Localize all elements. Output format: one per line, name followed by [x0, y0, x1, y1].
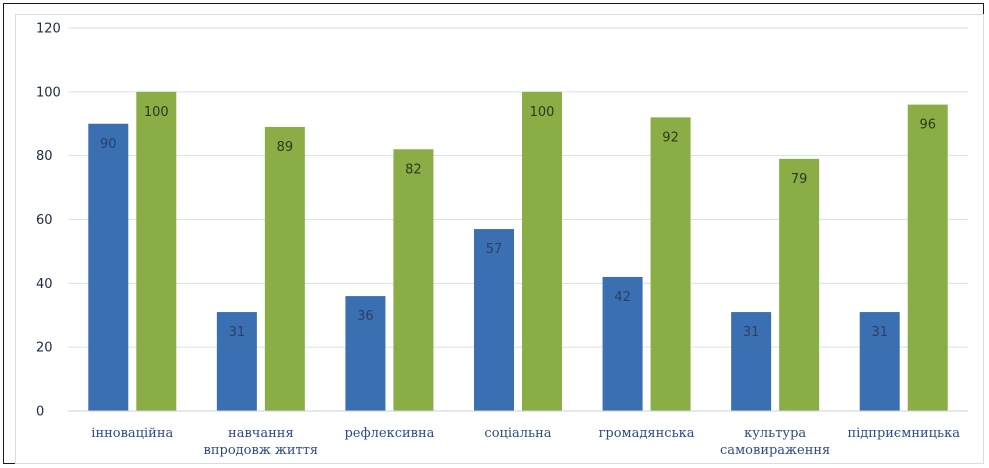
x-tick-label: громадянська — [599, 426, 695, 441]
x-tick-label: самовираження — [720, 443, 830, 458]
data-label: 31 — [743, 325, 760, 340]
bar — [779, 158, 820, 411]
y-tick-label: 0 — [36, 405, 44, 420]
data-label: 89 — [277, 140, 294, 155]
x-tick-label: рефлексивна — [344, 426, 434, 441]
bar — [731, 312, 772, 411]
y-tick-label: 80 — [36, 149, 53, 164]
data-label: 82 — [405, 162, 422, 177]
data-label: 36 — [357, 309, 374, 324]
bar — [650, 117, 691, 411]
bar — [264, 126, 305, 412]
y-tick-label: 20 — [36, 341, 53, 356]
bar — [88, 123, 129, 411]
bar — [474, 229, 514, 411]
bar — [859, 312, 900, 411]
data-label: 92 — [662, 130, 679, 145]
bar — [522, 91, 562, 411]
x-tick-label: соціальна — [484, 426, 551, 441]
data-label: 96 — [919, 118, 936, 133]
data-label: 31 — [871, 325, 888, 340]
y-tick-label: 40 — [36, 277, 53, 292]
y-tick-label: 120 — [36, 22, 61, 37]
bar — [602, 276, 643, 411]
data-label: 100 — [144, 105, 169, 120]
bar — [345, 296, 386, 411]
data-label: 90 — [100, 137, 117, 152]
bar — [216, 312, 257, 411]
x-tick-label: навчання — [228, 426, 294, 441]
x-tick-label: інноваційна — [91, 426, 173, 441]
bar — [907, 104, 948, 411]
y-tick-label: 100 — [36, 85, 61, 100]
data-label: 57 — [486, 242, 503, 257]
data-label: 42 — [614, 290, 631, 305]
x-tick-label: підприємницька — [847, 426, 960, 441]
y-tick-label: 60 — [36, 213, 53, 228]
data-label: 100 — [530, 105, 555, 120]
x-tick-label: впродовж життя — [204, 443, 319, 458]
x-tick-label: культура — [744, 426, 806, 441]
data-label: 79 — [791, 172, 808, 187]
data-label: 31 — [229, 325, 246, 340]
bar — [136, 91, 177, 411]
bar — [393, 149, 434, 412]
